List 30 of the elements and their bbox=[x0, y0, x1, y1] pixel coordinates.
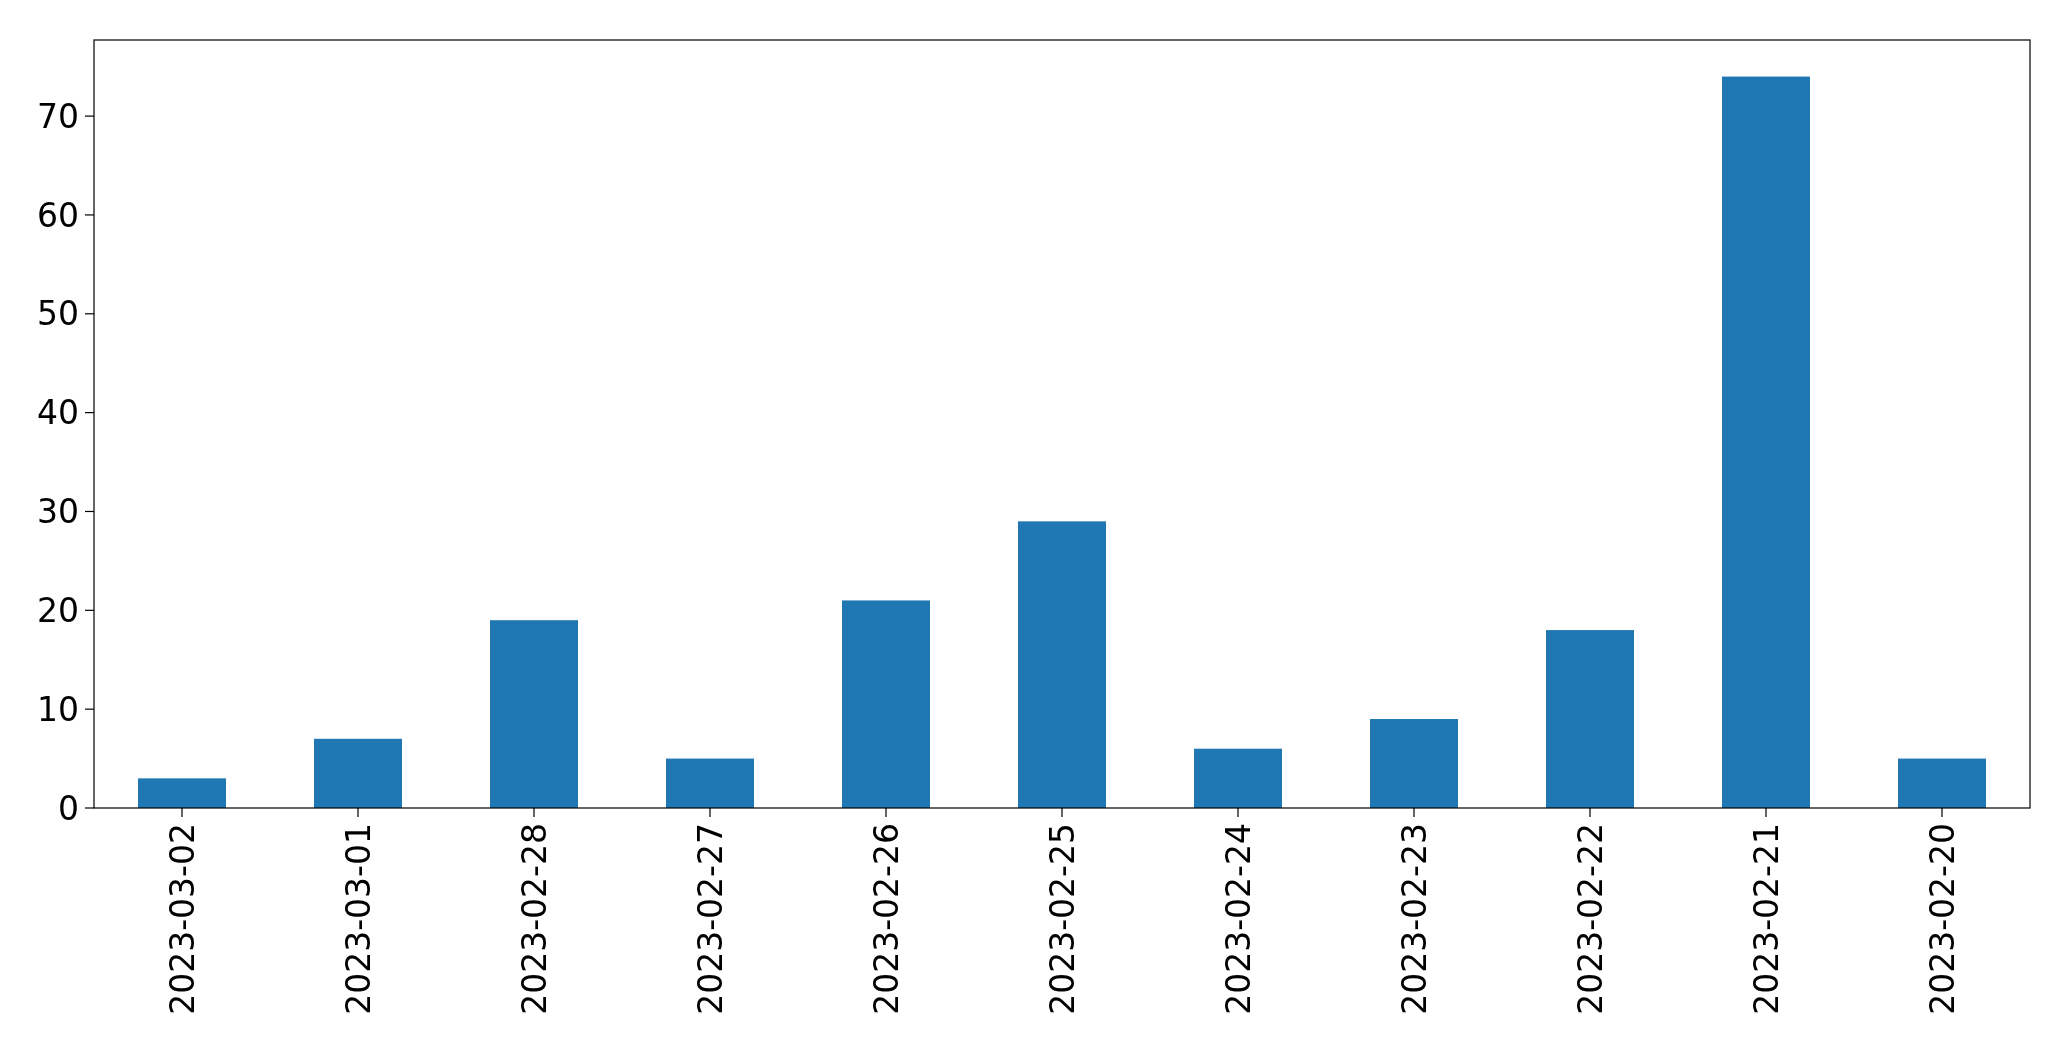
y-tick-label: 60 bbox=[37, 195, 79, 235]
x-tick-label: 2023-02-23 bbox=[1394, 823, 1434, 1015]
y-tick-label: 40 bbox=[37, 393, 79, 433]
bar bbox=[1018, 521, 1106, 808]
y-tick-label: 20 bbox=[37, 590, 79, 630]
bar bbox=[666, 758, 754, 808]
y-tick-label: 50 bbox=[37, 294, 79, 334]
bar bbox=[314, 738, 402, 808]
y-tick-label: 0 bbox=[58, 788, 79, 828]
x-tick-label: 2023-02-22 bbox=[1570, 823, 1610, 1015]
x-tick-label: 2023-02-21 bbox=[1746, 823, 1786, 1015]
bar bbox=[490, 620, 578, 808]
x-tick-label: 2023-03-01 bbox=[338, 823, 378, 1015]
bar bbox=[842, 600, 930, 808]
bar bbox=[138, 778, 226, 808]
x-tick-label: 2023-02-20 bbox=[1922, 823, 1962, 1015]
bar bbox=[1546, 630, 1634, 808]
x-tick-label: 2023-02-27 bbox=[690, 823, 730, 1015]
x-tick-label: 2023-02-28 bbox=[514, 823, 554, 1015]
bar bbox=[1370, 719, 1458, 808]
y-tick-label: 10 bbox=[37, 689, 79, 729]
bar bbox=[1898, 758, 1986, 808]
x-tick-label: 2023-02-24 bbox=[1218, 823, 1258, 1015]
y-tick-label: 30 bbox=[37, 492, 79, 532]
x-tick-label: 2023-03-02 bbox=[162, 823, 202, 1015]
bar bbox=[1194, 748, 1282, 808]
y-tick-label: 70 bbox=[37, 96, 79, 136]
bar bbox=[1722, 76, 1810, 808]
x-tick-label: 2023-02-25 bbox=[1042, 823, 1082, 1015]
x-tick-label: 2023-02-26 bbox=[866, 823, 906, 1015]
